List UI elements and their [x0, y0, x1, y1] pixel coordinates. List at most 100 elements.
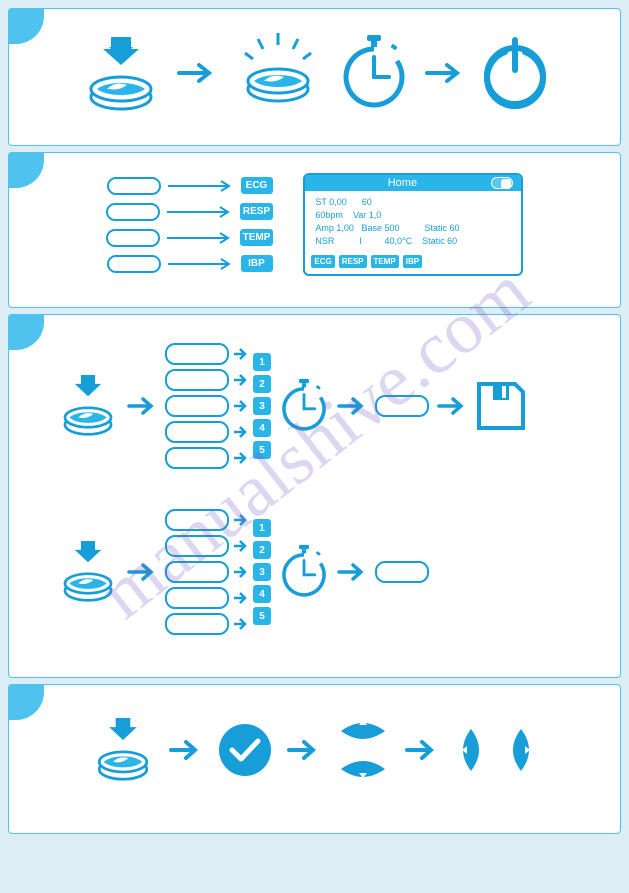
channel-tag: IBP: [241, 255, 273, 272]
panel-save-sequences: 1 2 3 4 5: [8, 314, 621, 678]
power-icon: [481, 34, 549, 112]
slot-pill: [165, 343, 229, 365]
stopwatch-icon: [279, 543, 329, 601]
slot-number: 1: [253, 353, 271, 371]
result-pill: [375, 561, 429, 583]
channel-row: IBP: [107, 255, 273, 273]
screen-val: Static 60: [422, 236, 457, 246]
arrow-small-icon: [233, 369, 249, 391]
arrow-icon: [127, 396, 157, 416]
arrow-icon: [405, 739, 439, 761]
arrow-small-icon: [233, 561, 249, 583]
press-puck-icon: [81, 31, 161, 115]
channel-row: ECG: [107, 177, 273, 195]
channel-list: ECG RESP TEMP IBP: [106, 177, 274, 273]
result-pill: [375, 395, 429, 417]
arrow-icon: [177, 61, 217, 85]
check-circle-icon: [217, 722, 273, 778]
arrow-icon: [287, 739, 321, 761]
slot-pills: [165, 343, 229, 469]
slot-number: 2: [253, 541, 271, 559]
slot-pill: [165, 395, 229, 417]
screen-tab[interactable]: TEMP: [371, 255, 399, 268]
screen-val: 60: [362, 197, 372, 207]
arrow-small-icon: [233, 421, 249, 443]
slot-pill: [165, 421, 229, 443]
screen-tab[interactable]: RESP: [339, 255, 367, 268]
arrow-icon: [127, 562, 157, 582]
screen-header: Home: [305, 175, 521, 191]
slot-arrows: [233, 343, 249, 469]
slot-pill: [165, 561, 229, 583]
screen-val: Var 1,0: [353, 210, 381, 220]
arrow-long-icon: [166, 232, 234, 244]
channel-tag: TEMP: [240, 229, 274, 246]
arrow-small-icon: [233, 509, 249, 531]
slot-numbers: 1 2 3 4 5: [253, 519, 271, 625]
channel-tag: RESP: [240, 203, 273, 220]
slot-number: 3: [253, 563, 271, 581]
channel-pill: [107, 255, 161, 273]
channel-row: TEMP: [106, 229, 274, 247]
slot-pill: [165, 535, 229, 557]
screen-tab[interactable]: IBP: [403, 255, 422, 268]
slot-number: 4: [253, 419, 271, 437]
nav-vertical-icon: [335, 713, 391, 787]
press-puck-icon: [91, 714, 155, 786]
slot-number: 5: [253, 441, 271, 459]
screen-val: Amp 1,00: [315, 223, 354, 233]
screen-val: I: [359, 236, 362, 246]
channel-pill: [106, 229, 160, 247]
slot-numbers: 1 2 3 4 5: [253, 353, 271, 459]
slot-number: 2: [253, 375, 271, 393]
arrow-long-icon: [167, 258, 235, 270]
panel-power-on: [8, 8, 621, 146]
arrow-icon: [437, 396, 467, 416]
screen-title: Home: [313, 177, 491, 189]
stopwatch-icon: [279, 377, 329, 435]
slot-number: 3: [253, 397, 271, 415]
sequence-row-save: 1 2 3 4 5: [27, 343, 602, 469]
save-icon: [475, 380, 527, 432]
arrow-small-icon: [233, 447, 249, 469]
channel-pill: [107, 177, 161, 195]
screen-body: ST 0,00 60 60bpm Var 1,0 Amp 1,00 Base 5…: [305, 191, 521, 255]
press-puck-icon: [57, 537, 119, 607]
nav-horizontal-icon: [453, 725, 539, 775]
slot-pill: [165, 613, 229, 635]
arrow-small-icon: [233, 613, 249, 635]
screen-tabs: ECG RESP TEMP IBP: [305, 255, 521, 274]
screen-val: Base 500: [361, 223, 399, 233]
press-puck-icon: [57, 371, 119, 441]
channel-pill: [106, 203, 160, 221]
arrow-small-icon: [233, 587, 249, 609]
slot-pill: [165, 447, 229, 469]
panel-navigate: [8, 684, 621, 834]
arrow-icon: [337, 396, 367, 416]
slot-number: 4: [253, 585, 271, 603]
arrow-icon: [337, 562, 367, 582]
arrow-icon: [425, 61, 465, 85]
stopwatch-icon: [339, 33, 409, 113]
screen-tab[interactable]: ECG: [311, 255, 334, 268]
screen-val: 40,0°C: [384, 236, 412, 246]
slot-number: 1: [253, 519, 271, 537]
slot-pill: [165, 369, 229, 391]
screen-val: 60bpm: [315, 210, 343, 220]
slot-arrows: [233, 509, 249, 635]
arrow-long-icon: [166, 206, 234, 218]
arrow-long-icon: [167, 180, 235, 192]
panel-menu-screen: ECG RESP TEMP IBP Home: [8, 152, 621, 308]
channel-tag: ECG: [241, 177, 273, 194]
puck-active-icon: [233, 31, 323, 115]
device-screen: Home ST 0,00 60 60bpm Var 1,0 Amp 1,00 B…: [303, 173, 523, 276]
slot-number: 5: [253, 607, 271, 625]
screen-val: Static 60: [424, 223, 459, 233]
slot-pill: [165, 587, 229, 609]
screen-toggle[interactable]: [491, 177, 513, 189]
channel-row: RESP: [106, 203, 273, 221]
sequence-row-recall: 1 2 3 4 5: [27, 509, 602, 635]
screen-val: NSR: [315, 236, 334, 246]
slot-pill: [165, 509, 229, 531]
slot-pills: [165, 509, 229, 635]
